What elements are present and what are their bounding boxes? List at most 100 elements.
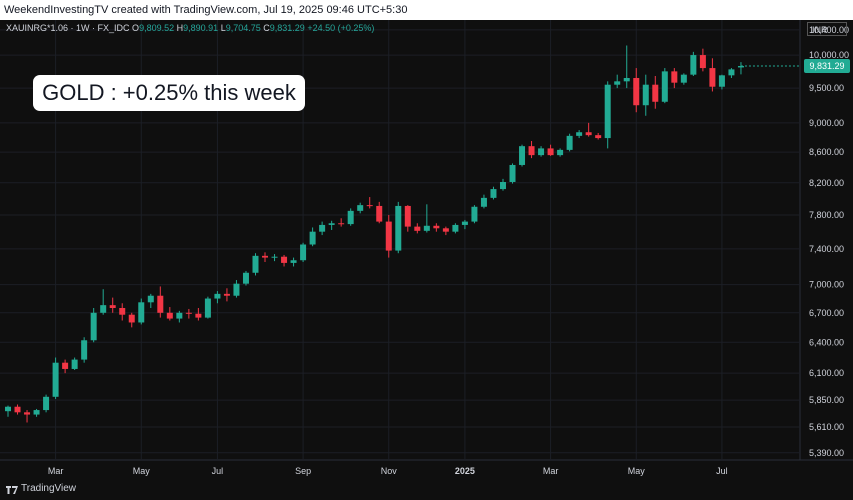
ohlc-legend: XAUINRG*1.06 · 1W · FX_IDC O9,809.52 H9,…	[6, 23, 374, 33]
candle	[81, 337, 88, 363]
y-tick-label: 9,000.00	[809, 118, 844, 128]
close-value: 9,831.29	[269, 23, 305, 33]
candle-body	[166, 312, 173, 319]
candle	[461, 219, 468, 230]
candle-body	[347, 210, 354, 225]
candle	[538, 146, 545, 157]
candle	[328, 220, 335, 230]
candle	[709, 58, 716, 92]
candle-body	[52, 362, 59, 397]
candle-body	[547, 148, 554, 156]
y-tick-label: 7,800.00	[809, 210, 844, 220]
candle-body	[195, 313, 202, 318]
candle	[585, 122, 592, 137]
candle	[176, 310, 183, 323]
candle-body	[442, 228, 449, 232]
tradingview-brand: TradingView	[21, 483, 77, 494]
candle	[471, 205, 478, 224]
tradingview-footer: TradingView	[0, 481, 853, 497]
candle-body	[671, 71, 678, 83]
y-tick-label: 6,700.00	[809, 308, 844, 318]
candle	[128, 312, 135, 328]
candle	[528, 140, 535, 159]
candle	[519, 144, 526, 167]
candle	[623, 45, 630, 89]
candle-body	[404, 205, 411, 227]
candle-body	[718, 75, 725, 87]
candle-body	[214, 293, 221, 299]
candle-body	[5, 406, 11, 412]
candle-body	[271, 256, 278, 258]
candle-body	[33, 410, 40, 415]
candle-body	[385, 221, 392, 251]
attribution-text: WeekendInvestingTV created with TradingV…	[4, 4, 408, 16]
candle	[633, 68, 640, 113]
candle-body	[366, 205, 373, 207]
candle-body	[604, 84, 611, 139]
candle-body	[204, 298, 211, 318]
currency-selector[interactable]: INR	[807, 22, 847, 36]
candle	[166, 307, 173, 321]
candle-body	[147, 295, 154, 303]
candles	[5, 45, 744, 423]
candlestick-chart[interactable]: 5,390.00 5,610.00 5,850.00 6,100.00 6,400.00…	[0, 20, 853, 481]
candle-body	[661, 71, 668, 102]
candle	[718, 74, 725, 90]
candle-body	[223, 293, 230, 296]
candle	[547, 144, 554, 156]
candle-body	[157, 295, 164, 313]
candle-body	[90, 312, 97, 341]
candle	[614, 74, 621, 89]
candle-body	[176, 312, 183, 319]
candle-body	[414, 226, 421, 231]
candle-body	[499, 181, 506, 190]
time-axis[interactable]: Mar May Jul Sep Nov 2025 Mar May Jul	[48, 466, 728, 476]
candle-body	[519, 146, 526, 165]
candle	[309, 227, 316, 247]
candle	[43, 394, 50, 413]
candle	[223, 288, 230, 302]
y-tick-label: 7,000.00	[809, 280, 844, 290]
candle	[109, 297, 116, 313]
candle	[71, 357, 78, 371]
candle-body	[576, 132, 583, 136]
candle	[442, 226, 449, 236]
candle	[728, 68, 735, 78]
candle-body	[642, 84, 649, 106]
candle-body	[728, 69, 735, 76]
x-tick-label: Sep	[295, 466, 311, 476]
candle	[499, 178, 506, 191]
candle	[557, 148, 564, 157]
candle	[366, 197, 373, 209]
price-axis[interactable]: 5,390.00 5,610.00 5,850.00 6,100.00 6,400.00…	[809, 25, 849, 458]
candle	[338, 218, 345, 227]
candle	[33, 408, 40, 417]
candle-body	[699, 55, 706, 69]
candle	[652, 75, 659, 109]
candle-body	[538, 148, 545, 156]
candle	[423, 204, 430, 233]
candle	[24, 410, 31, 423]
y-tick-label: 5,390.00	[809, 448, 844, 458]
candle-body	[471, 206, 478, 222]
candle	[395, 201, 402, 254]
candle-body	[185, 312, 192, 314]
grid	[0, 20, 853, 461]
change-value: +24.50 (+0.25%)	[307, 23, 375, 33]
high-value: 9,890.91	[183, 23, 219, 33]
x-tick-label: May	[133, 466, 151, 476]
candle	[737, 62, 744, 75]
candle-body	[81, 340, 88, 360]
candle-body	[509, 164, 516, 182]
x-tick-label: May	[628, 466, 646, 476]
symbol-info[interactable]: XAUINRG*1.06 · 1W · FX_IDC	[6, 23, 130, 33]
candle-body	[100, 305, 107, 313]
candle-body	[633, 77, 640, 106]
tradingview-logo-icon	[6, 484, 18, 495]
candle	[671, 68, 678, 89]
candle-body	[452, 224, 459, 232]
candle	[509, 163, 516, 184]
candle	[157, 286, 164, 318]
y-tick-label: 6,400.00	[809, 337, 844, 347]
candle	[204, 296, 211, 319]
